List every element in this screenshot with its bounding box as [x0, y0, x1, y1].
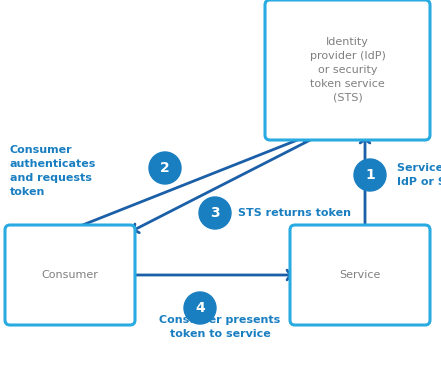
Circle shape [354, 159, 386, 191]
Text: 4: 4 [195, 301, 205, 315]
FancyBboxPatch shape [265, 0, 430, 140]
Text: Identity
provider (IdP)
or security
token service
(STS): Identity provider (IdP) or security toke… [310, 37, 385, 103]
Text: Consumer: Consumer [41, 270, 98, 280]
Text: Service trusts
IdP or STS: Service trusts IdP or STS [397, 163, 441, 187]
Circle shape [199, 197, 231, 229]
Text: 1: 1 [365, 168, 375, 182]
Text: 3: 3 [210, 206, 220, 220]
Circle shape [184, 292, 216, 324]
Text: Service: Service [339, 270, 381, 280]
Text: Consumer
authenticates
and requests
token: Consumer authenticates and requests toke… [10, 145, 97, 197]
Text: STS returns token: STS returns token [238, 208, 351, 218]
Text: 2: 2 [160, 161, 170, 175]
Text: Consumer presents
token to service: Consumer presents token to service [159, 315, 280, 339]
FancyBboxPatch shape [290, 225, 430, 325]
FancyBboxPatch shape [5, 225, 135, 325]
Circle shape [149, 152, 181, 184]
